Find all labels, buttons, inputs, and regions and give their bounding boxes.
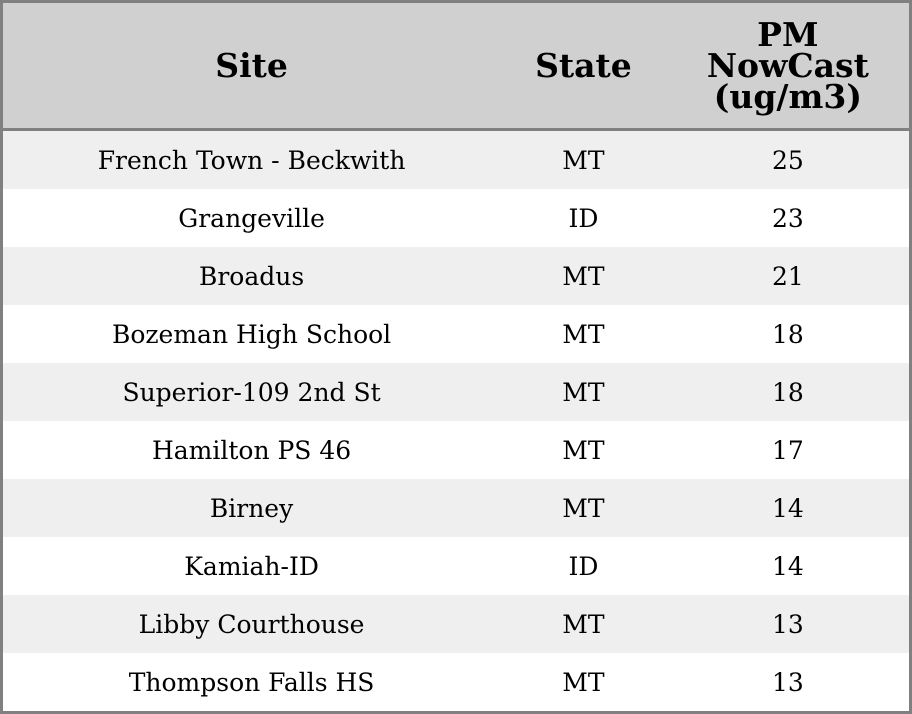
cell-site: Kamiah-ID bbox=[1, 537, 501, 595]
cell-site: Hamilton PS 46 bbox=[1, 421, 501, 479]
cell-state: MT bbox=[500, 653, 667, 713]
cell-pm-value: 14 bbox=[666, 479, 911, 537]
table-row: Grangeville ID 23 bbox=[1, 189, 911, 247]
cell-site: Superior-109 2nd St bbox=[1, 363, 501, 421]
cell-site: Birney bbox=[1, 479, 501, 537]
table-row: Superior-109 2nd St MT 18 bbox=[1, 363, 911, 421]
cell-state: MT bbox=[500, 129, 667, 189]
table-row: Birney MT 14 bbox=[1, 479, 911, 537]
cell-pm-value: 25 bbox=[666, 129, 911, 189]
cell-site: Bozeman High School bbox=[1, 305, 501, 363]
cell-pm-value: 13 bbox=[666, 595, 911, 653]
cell-site: Thompson Falls HS bbox=[1, 653, 501, 713]
cell-state: ID bbox=[500, 189, 667, 247]
cell-pm-value: 17 bbox=[666, 421, 911, 479]
table-row: Broadus MT 21 bbox=[1, 247, 911, 305]
cell-state: MT bbox=[500, 363, 667, 421]
header-site: Site bbox=[1, 1, 501, 131]
cell-pm-value: 23 bbox=[666, 189, 911, 247]
cell-state: MT bbox=[500, 479, 667, 537]
cell-pm-value: 18 bbox=[666, 363, 911, 421]
table-row: Hamilton PS 46 MT 17 bbox=[1, 421, 911, 479]
cell-pm-value: 13 bbox=[666, 653, 911, 713]
cell-pm-value: 21 bbox=[666, 247, 911, 305]
cell-pm-value: 18 bbox=[666, 305, 911, 363]
header-pm-nowcast: PM NowCast (ug/m3) bbox=[666, 1, 911, 131]
cell-state: MT bbox=[500, 595, 667, 653]
cell-site: French Town - Beckwith bbox=[1, 129, 501, 189]
header-row: Site State PM NowCast (ug/m3) bbox=[1, 1, 911, 131]
table-row: Libby Courthouse MT 13 bbox=[1, 595, 911, 653]
header-line: PM bbox=[757, 15, 819, 54]
header-state: State bbox=[500, 1, 667, 131]
table-row: Thompson Falls HS MT 13 bbox=[1, 653, 911, 713]
cell-state: ID bbox=[500, 537, 667, 595]
cell-site: Broadus bbox=[1, 247, 501, 305]
cell-pm-value: 14 bbox=[666, 537, 911, 595]
header-line: (ug/m3) bbox=[713, 77, 862, 116]
cell-site: Libby Courthouse bbox=[1, 595, 501, 653]
table-row: Kamiah-ID ID 14 bbox=[1, 537, 911, 595]
table-row: Bozeman High School MT 18 bbox=[1, 305, 911, 363]
header-line: NowCast bbox=[706, 46, 869, 85]
cell-state: MT bbox=[500, 305, 667, 363]
cell-site: Grangeville bbox=[1, 189, 501, 247]
cell-state: MT bbox=[500, 247, 667, 305]
table-row: French Town - Beckwith MT 25 bbox=[1, 129, 911, 189]
cell-state: MT bbox=[500, 421, 667, 479]
